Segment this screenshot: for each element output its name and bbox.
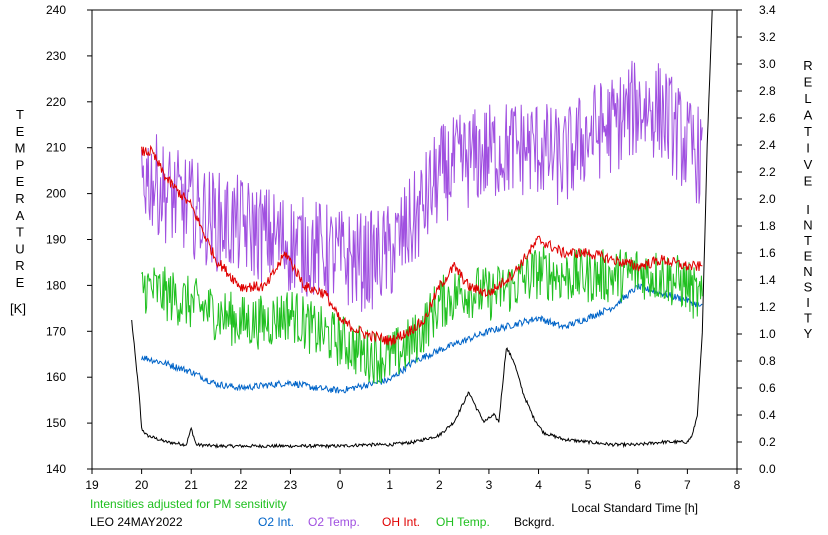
y-left-label-letter: A (16, 208, 25, 223)
x-tick-label: 3 (486, 478, 493, 492)
y-right-label-letter: R (803, 58, 812, 73)
y-left-tick-label: 180 (46, 278, 66, 292)
series-layer (131, 9, 713, 450)
y-right-label-letter: L (804, 91, 811, 106)
y-left-label-letter: M (15, 141, 26, 156)
y-right-label-letter: T (804, 124, 812, 139)
y-right-tick-label: 0.4 (759, 408, 776, 422)
y-right-tick-label: 1.4 (759, 273, 776, 287)
x-tick-label: 22 (234, 478, 248, 492)
x-tick-label: 2 (436, 478, 443, 492)
y-right-label-letter: T (804, 311, 812, 326)
y-right-tick-label: 1.2 (759, 300, 776, 314)
y-right-label-letter: I (806, 295, 810, 310)
y-right-tick-label: 3.4 (759, 3, 776, 17)
y-right-tick-label: 0.8 (759, 354, 776, 368)
y-right-tick-label: 3.0 (759, 57, 776, 71)
legend: O2 Int. O2 Temp. OH Int. OH Temp. Bckgrd. (258, 515, 555, 529)
y-left-tick-label: 240 (46, 3, 66, 17)
series-bckgrd (131, 9, 713, 450)
series-o2-temp (141, 60, 703, 312)
series-oh-temp (141, 246, 703, 384)
x-axis: 19 20 21 22 23 0 1 2 3 4 5 6 7 8 (85, 469, 741, 492)
y-left-label-letter: T (16, 107, 24, 122)
y-right-tick-label: 0.6 (759, 381, 776, 395)
y-right-label-letter: N (803, 218, 812, 233)
y-right-tick-label: 2.2 (759, 165, 776, 179)
legend-item: O2 Int. (258, 515, 294, 529)
y-right-label-letter: Y (804, 326, 813, 341)
y-right-label-letter: I (806, 202, 810, 217)
x-tick-label: 1 (386, 478, 393, 492)
sensitivity-note: Intensities adjusted for PM sensitivity (90, 497, 287, 511)
x-tick-label: 21 (185, 478, 199, 492)
y-right-label-letter: S (804, 280, 813, 295)
x-tick-label: 8 (734, 478, 741, 492)
y-right-tick-label: 1.8 (759, 219, 776, 233)
series-o2-int (141, 283, 703, 394)
y-right-label-letter: V (804, 157, 813, 172)
y-right-label-letter: E (804, 75, 813, 90)
y-left-tick-label: 150 (46, 416, 66, 430)
y-left-tick-label: 140 (46, 462, 66, 476)
y-left-label-letter: E (16, 124, 25, 139)
y-right-label-letter: N (803, 264, 812, 279)
y-right-tick-label: 2.6 (759, 111, 776, 125)
y-left-unit: [K] (10, 301, 26, 316)
y-left-tick-label: 170 (46, 324, 66, 338)
x-tick-label: 19 (85, 478, 99, 492)
y-left-label-letter: U (15, 241, 24, 256)
x-tick-label: 6 (634, 478, 641, 492)
plot-frame (91, 9, 738, 470)
y-right-label-letter: T (804, 233, 812, 248)
station-label: LEO 24MAY2022 (90, 515, 183, 529)
y-left-tick-label: 160 (46, 370, 66, 384)
y-right-tick-label: 1.0 (759, 327, 776, 341)
y-right-label-letter: E (804, 174, 813, 189)
legend-item: OH Temp. (436, 515, 490, 529)
legend-item: Bckgrd. (514, 515, 555, 529)
x-tick-label: 7 (684, 478, 691, 492)
y-left-label-letter: E (16, 174, 25, 189)
y-axis-right: 0.0 0.2 0.4 0.6 0.8 1.0 1.2 1.4 1.6 1.8 2.0 2.2 2.4 2… (737, 3, 776, 476)
y-left-label-letter: R (15, 191, 24, 206)
x-tick-label: 4 (535, 478, 542, 492)
y-right-tick-label: 0.2 (759, 435, 776, 449)
y-right-tick-label: 1.6 (759, 246, 776, 260)
y-right-tick-label: 3.2 (759, 30, 776, 44)
x-tick-label: 23 (284, 478, 298, 492)
y-left-label-letter: T (16, 225, 24, 240)
y-right-tick-label: 2.0 (759, 192, 776, 206)
y-left-label-letter: R (15, 258, 24, 273)
y-right-tick-label: 0.0 (759, 462, 776, 476)
y-left-tick-label: 230 (46, 49, 66, 63)
x-tick-label: 5 (585, 478, 592, 492)
y-left-tick-label: 220 (46, 95, 66, 109)
y-right-tick-label: 2.4 (759, 138, 776, 152)
y-right-label-letter: I (806, 141, 810, 156)
series-oh-int (141, 144, 703, 346)
legend-item: OH Int. (382, 515, 420, 529)
y-left-tick-label: 200 (46, 187, 66, 201)
legend-item: O2 Temp. (308, 515, 360, 529)
y-right-tick-label: 2.8 (759, 84, 776, 98)
y-right-label-letter: E (804, 249, 813, 264)
x-tick-label: 20 (135, 478, 149, 492)
y-left-label-letter: E (16, 275, 25, 290)
y-left-tick-label: 190 (46, 233, 66, 247)
y-left-label-letter: P (16, 157, 25, 172)
x-axis-title: Local Standard Time [h] (571, 501, 698, 515)
y-right-label-letter: A (804, 108, 813, 123)
x-tick-label: 0 (337, 478, 344, 492)
y-axis-left: 140 150 160 170 180 190 200 210 220 230 240 (46, 3, 92, 476)
y-left-tick-label: 210 (46, 141, 66, 155)
